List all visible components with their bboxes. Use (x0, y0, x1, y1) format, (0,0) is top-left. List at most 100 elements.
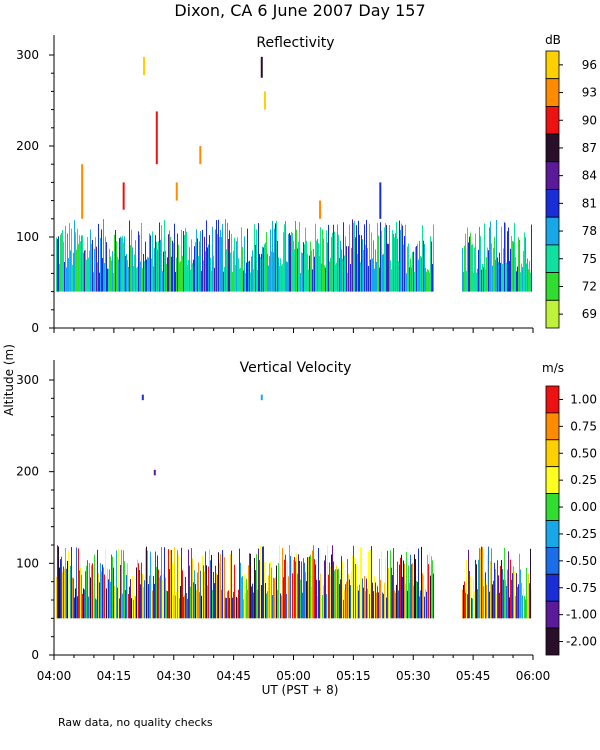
reflectivity-echo-column (347, 272, 348, 292)
reflectivity-echo-column (268, 265, 269, 292)
reflectivity-colorbar-unit: dB (545, 33, 561, 47)
vertical-velocity-echo-column (192, 558, 193, 619)
reflectivity-echo-column (374, 268, 375, 292)
vertical-velocity-echo-column (253, 592, 254, 619)
vertical-velocity-echo-column (480, 548, 481, 619)
vertical-velocity-echo-column (183, 596, 184, 619)
vertical-velocity-echo-column (316, 579, 317, 619)
y-axis-label: Altitude (m) (2, 344, 16, 416)
vertical-velocity-echo-column (260, 545, 261, 619)
vertical-velocity-echo-column (201, 595, 202, 619)
vertical-velocity-echo-column (299, 560, 300, 619)
reflectivity-echo-column (319, 255, 320, 292)
vertical-velocity-colorbar-swatch (545, 573, 560, 602)
reflectivity-echo-column (272, 220, 273, 292)
reflectivity-echo-column (295, 221, 296, 292)
reflectivity-echo-column (486, 257, 487, 292)
vertical-velocity-echo-column (230, 554, 231, 619)
reflectivity-echo-column (78, 244, 79, 292)
vertical-velocity-echo-column (347, 559, 348, 619)
vertical-velocity-subtitle: Vertical Velocity (240, 360, 352, 376)
reflectivity-echo-column (421, 257, 422, 292)
vertical-velocity-echo-column (72, 577, 73, 619)
vertical-velocity-echo-column (496, 593, 497, 619)
vertical-velocity-echo-column (199, 592, 200, 619)
reflectivity-echo-column (144, 261, 145, 292)
reflectivity-echo-column (234, 237, 235, 292)
vertical-velocity-colorbar-swatch (545, 520, 560, 548)
reflectivity-echo-column (379, 267, 380, 292)
vertical-velocity-echo-column (239, 548, 240, 619)
reflectivity-colorbar: 96 93 90 87 84 81 78 75 72 69 dB (545, 33, 597, 329)
reflectivity-echo-column (76, 249, 77, 292)
vertical-velocity-echo-column (386, 597, 387, 619)
reflectivity-echo-column (372, 258, 373, 292)
vertical-velocity-echo-column (296, 553, 297, 619)
reflectivity-echo-column (116, 241, 117, 292)
vertical-velocity-echo-column (233, 591, 234, 619)
vertical-velocity-colorbar-swatch (545, 439, 560, 468)
reflectivity-echo-column (433, 224, 434, 292)
reflectivity-echo-column (411, 267, 412, 292)
vertical-velocity-echo-column (243, 599, 244, 619)
vertical-velocity-echo-column (213, 571, 214, 619)
reflectivity-echo-column (510, 248, 511, 292)
reflectivity-echo (199, 146, 202, 165)
vertical-velocity-echo-column (406, 551, 407, 619)
vertical-velocity-echo-column (391, 567, 392, 619)
vertical-velocity-echo-column (530, 548, 531, 619)
vertical-velocity-echo-column (372, 582, 373, 619)
vertical-velocity-echo-column (364, 576, 365, 619)
vertical-velocity-echo-column (383, 593, 384, 619)
vertical-velocity-echo-column (152, 590, 153, 619)
vertical-velocity-echo-column (266, 593, 267, 619)
reflectivity-echo-column (249, 260, 250, 292)
vertical-velocity-echo-column (295, 561, 296, 619)
vertical-velocity-echo-column (211, 554, 212, 619)
reflectivity-echo-column (332, 232, 333, 292)
vertical-velocity-echo-column (191, 548, 192, 619)
vertical-velocity-echo-column (354, 558, 355, 619)
vertical-velocity-echo-column (373, 591, 374, 619)
reflectivity-echo-column (288, 234, 289, 292)
reflectivity-echo (143, 56, 146, 76)
vertical-velocity-echo-column (313, 545, 314, 619)
vertical-velocity-echo-column (499, 592, 500, 619)
reflectivity-echo-column (412, 252, 413, 292)
vertical-velocity-colorbar-swatch (545, 412, 560, 441)
vertical-velocity-echo-column (416, 580, 417, 619)
vertical-velocity-echo-column (80, 567, 81, 619)
reflectivity-echo-column (95, 237, 96, 292)
reflectivity-echo-column (424, 244, 425, 292)
vertical-velocity-echo-column (306, 581, 307, 619)
x-tick-label: 05:30 (396, 669, 431, 683)
vertical-velocity-echo-column (105, 549, 106, 619)
vertical-velocity-echo-column (195, 584, 196, 619)
vertical-velocity-echo-column (425, 589, 426, 619)
vertical-velocity-echo-column (174, 546, 175, 619)
reflectivity-echo-column (492, 265, 493, 292)
reflectivity-echo-column (189, 247, 190, 292)
vertical-velocity-echo-column (508, 551, 509, 619)
vertical-velocity-echo-column (418, 548, 419, 619)
vertical-velocity-echo-column (487, 555, 488, 619)
reflectivity-echo-column (387, 243, 388, 292)
vertical-velocity-echo-column (475, 559, 476, 619)
reflectivity-echo-column (197, 238, 198, 292)
reflectivity-echo-column (264, 244, 265, 292)
vertical-velocity-colorbar-label: -1.00 (566, 608, 597, 622)
vertical-velocity-echo-column (510, 559, 511, 619)
reflectivity-echo-column (219, 236, 220, 292)
reflectivity-echo-column (142, 268, 143, 292)
reflectivity-echo-column (337, 224, 338, 292)
vertical-velocity-echo-column (374, 576, 375, 619)
reflectivity-colorbar-swatch (545, 216, 560, 246)
vertical-velocity-echo-column (356, 565, 357, 619)
vertical-velocity-echo-column (281, 595, 282, 619)
reflectivity-echo-column (216, 220, 217, 292)
reflectivity-echo-column (350, 263, 351, 292)
vertical-velocity-echo-column (430, 575, 431, 619)
reflectivity-echo-column (107, 268, 108, 292)
reflectivity-echo-column (99, 272, 100, 292)
x-tick-label: 05:15 (336, 669, 371, 683)
